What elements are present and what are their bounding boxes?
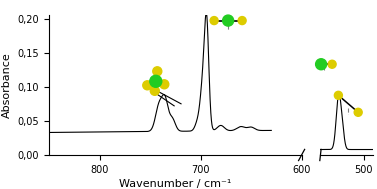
Y-axis label: Absorbance: Absorbance	[2, 52, 12, 118]
Text: Wavenumber / cm⁻¹: Wavenumber / cm⁻¹	[119, 179, 231, 189]
